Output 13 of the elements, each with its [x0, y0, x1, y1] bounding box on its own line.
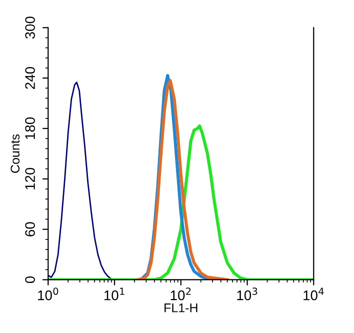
y-tick-label: 240: [25, 67, 35, 89]
y-tick-label: 300: [25, 16, 35, 39]
x-tick-label: 10$^{3}$: [237, 288, 258, 300]
x-axis-title: FL1-H: [164, 304, 198, 312]
x-tick-label: 10$^{0}$: [38, 288, 58, 300]
x-tick-label: 10$^{2}$: [170, 288, 191, 300]
y-axis-title: Counts: [10, 134, 20, 173]
x-tick-label: 10$^{4}$: [304, 288, 324, 300]
y-tick-label: 120: [25, 168, 35, 190]
y-tick-label: 0: [25, 276, 35, 284]
y-tick-label: 60: [25, 222, 35, 236]
y-tick-label: 180: [25, 117, 35, 139]
x-tick-label: 10$^{1}$: [104, 288, 124, 300]
